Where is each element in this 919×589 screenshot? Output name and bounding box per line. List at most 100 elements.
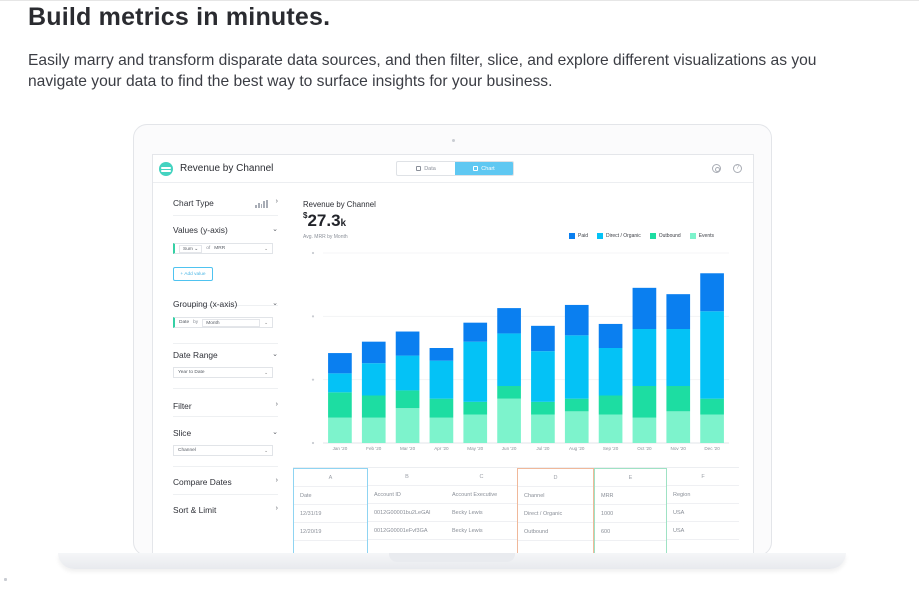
bar-segment[interactable] [531,351,555,402]
bar-segment[interactable] [598,323,623,348]
grouping-field-selector[interactable]: Date by Month ⌄ [173,317,273,328]
legend-item[interactable]: Direct / Organic [597,233,641,239]
bar-segment[interactable] [429,398,454,418]
bar-segment[interactable] [328,417,352,443]
grouping-unit-select[interactable]: Month [202,318,261,327]
bar-segment[interactable] [598,348,623,396]
app-title[interactable]: Revenue by Channel [180,163,274,174]
chevron-down-icon[interactable]: ⌄ [272,429,278,436]
bar-segment[interactable] [497,333,521,386]
bar-segment[interactable] [361,363,386,396]
bar-segment[interactable] [598,395,623,415]
bar-segment[interactable] [463,414,488,444]
table-column[interactable]: F Region USA USA [667,468,739,557]
bar-segment[interactable] [632,287,657,329]
chart-type-section[interactable]: Chart Type › [166,198,278,212]
bar-segment[interactable] [564,398,589,412]
table-cell[interactable]: USA [667,504,739,522]
aggregation-select[interactable]: Sum ⌄ [179,244,203,253]
bar-segment[interactable] [564,411,589,443]
table-cell[interactable]: 1000 [595,505,666,523]
bar-segment[interactable] [666,386,691,412]
bar-segment[interactable] [463,341,488,402]
bar-segment[interactable] [429,348,454,361]
tab-data[interactable]: Data [397,162,455,175]
bar-segment[interactable] [564,335,589,399]
grouping-label[interactable]: Grouping (x-axis) [173,299,238,309]
bar-segment[interactable] [395,390,420,409]
bar-segment[interactable] [463,401,488,415]
bar-segment[interactable] [361,395,386,418]
sort-limit-section[interactable]: Sort & Limit › [166,505,278,519]
legend-item[interactable]: Outbound [649,233,681,239]
table-cell[interactable]: Direct / Organic [518,505,593,523]
column-header[interactable]: Account Executive [446,486,517,504]
values-label[interactable]: Values (y-axis) [173,225,228,235]
bar-segment[interactable] [395,408,420,443]
bar-segment[interactable] [328,373,352,393]
tab-chart[interactable]: Chart [455,162,513,175]
table-cell[interactable]: Outbound [518,523,593,541]
bar-segment[interactable] [429,417,454,443]
table-cell[interactable]: Becky Lewis [446,504,517,522]
table-cell[interactable]: USA [667,522,739,540]
bar-segment[interactable] [497,308,521,334]
bar-segment[interactable] [700,398,724,415]
date-range-label[interactable]: Date Range [173,350,218,360]
bar-segment[interactable] [328,392,352,418]
bar-segment[interactable] [395,355,420,391]
filter-section[interactable]: Filter › [166,401,278,415]
bar-segment[interactable] [361,341,386,364]
column-letter[interactable]: C [446,468,517,486]
compare-dates-section[interactable]: Compare Dates › [166,477,278,491]
table-cell[interactable]: 12/20/19 [294,523,367,541]
column-letter[interactable]: B [368,468,446,486]
bar-segment[interactable] [700,273,724,312]
add-value-button[interactable]: + Add value [173,267,213,281]
bar-segment[interactable] [531,414,555,444]
column-letter[interactable]: F [667,468,739,486]
column-header[interactable]: Channel [518,487,593,505]
table-column[interactable]: A Date 12/31/19 12/20/19 [293,468,368,557]
table-cell[interactable]: 600 [595,523,666,541]
column-header[interactable]: Account ID [368,486,446,504]
table-cell[interactable]: 0012G00001bu2LeGAI [368,504,446,522]
column-letter[interactable]: D [518,469,593,487]
bar-segment[interactable] [632,329,657,386]
bar-segment[interactable] [598,414,623,444]
bar-segment[interactable] [632,386,657,418]
bar-segment[interactable] [429,360,454,399]
legend-item[interactable]: Events [689,233,714,239]
bar-segment[interactable] [666,411,691,443]
table-cell[interactable]: 12/31/19 [294,505,367,523]
bar-segment[interactable] [531,401,555,415]
chevron-down-icon[interactable]: ⌄ [272,300,278,307]
table-column[interactable]: E MRR 1000 600 [594,468,667,557]
chevron-down-icon[interactable]: ⌄ [272,351,278,358]
column-letter[interactable]: E [595,469,666,487]
column-letter[interactable]: A [294,469,367,487]
column-header[interactable]: MRR [595,487,666,505]
bar-segment[interactable] [463,322,488,342]
bar-segment[interactable] [361,417,386,443]
column-header[interactable]: Region [667,486,739,504]
legend-item[interactable]: Paid [569,233,588,239]
column-header[interactable]: Date [294,487,367,505]
bar-segment[interactable] [564,304,589,336]
slice-select[interactable]: Channel ⌄ [173,445,273,456]
bar-segment[interactable] [497,386,521,399]
gear-icon[interactable] [712,164,721,173]
help-icon[interactable]: ? [733,164,742,173]
bar-segment[interactable] [531,325,555,352]
bar-segment[interactable] [632,417,657,443]
date-range-select[interactable]: Year to Date ⌄ [173,367,273,378]
bar-segment[interactable] [666,294,691,329]
value-field-selector[interactable]: Sum ⌄ of MRR ⌄ [173,243,273,254]
chevron-down-icon[interactable]: ⌄ [272,226,278,233]
bar-segment[interactable] [328,353,352,374]
bar-segment[interactable] [666,329,691,386]
table-cell[interactable]: 0012G00001eFvf3GA [368,522,446,540]
bar-segment[interactable] [700,311,724,399]
slice-label[interactable]: Slice [173,428,192,438]
bar-segment[interactable] [700,414,724,444]
